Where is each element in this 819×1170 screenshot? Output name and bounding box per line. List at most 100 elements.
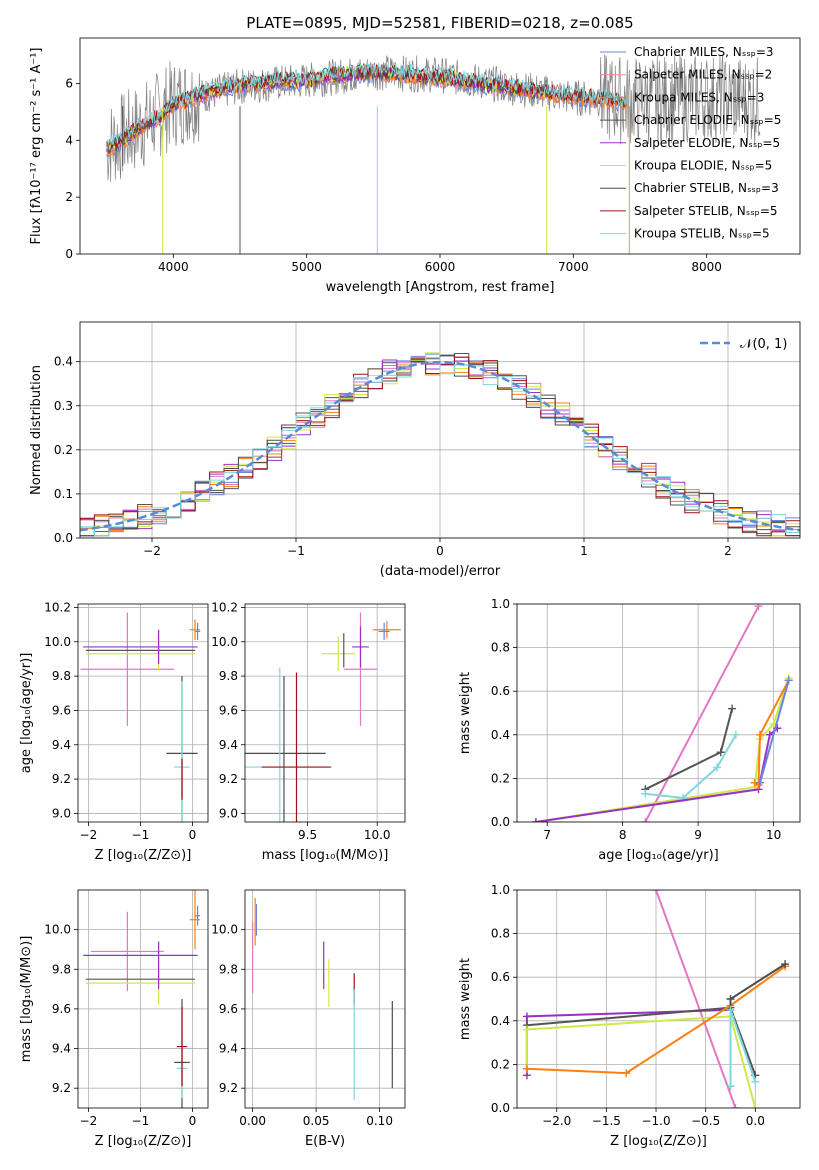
weight-marker (756, 778, 765, 787)
weight-line (525, 1015, 757, 1108)
y-tick-label: 1.0 (491, 883, 510, 897)
x-tick-label: 0.0 (746, 1114, 765, 1128)
x-tick-label: 5000 (291, 260, 322, 274)
weight-line (525, 1008, 731, 1076)
y-axis-label: Flux [fλ10⁻¹⁷ erg cm⁻² s⁻¹ A⁻¹] (29, 48, 44, 245)
weight-marker (716, 748, 725, 757)
weight-line (535, 727, 779, 822)
y-tick-label: 0.6 (491, 684, 510, 698)
axes-frame (77, 603, 209, 823)
y-tick-label: 9.2 (219, 772, 238, 786)
x-tick-label: 0 (189, 1114, 197, 1128)
y-tick-label: 10.2 (44, 600, 71, 614)
y-tick-label: 2 (65, 190, 73, 204)
y-tick-label: 9.0 (52, 806, 71, 820)
weight-marker (751, 1104, 760, 1108)
x-tick-label: −2 (80, 1114, 98, 1128)
weight-marker (522, 1064, 531, 1073)
weight-marker (751, 1077, 760, 1086)
weight-marker (531, 818, 540, 822)
weight-marker (652, 890, 661, 894)
legend-entry: Chabrier ELODIE, Nₛₛₚ=5 (634, 113, 781, 127)
y-tick-label: 0.4 (54, 355, 73, 369)
x-tick-label: 0 (436, 544, 444, 558)
y-axis-label: mass [log₁₀(M/M⊙)] (19, 936, 34, 1063)
y-tick-label: 1.0 (491, 597, 510, 611)
x-tick-label: 1 (580, 544, 588, 558)
y-tick-label: 10.0 (44, 635, 71, 649)
x-tick-label: 9 (694, 828, 702, 842)
y-tick-label: 0.0 (491, 1101, 510, 1115)
y-tick-label: 0.2 (54, 443, 73, 457)
weight-marker (622, 1069, 631, 1078)
legend-entry: Salpeter ELODIE, Nₛₛₚ=5 (634, 136, 780, 150)
y-tick-label: 10.2 (211, 600, 238, 614)
y-tick-label: 9.6 (219, 1002, 238, 1016)
y-tick-label: 0.4 (491, 1014, 510, 1028)
panel-residual-hist: −2 −1 0 1 2 0.0 0.1 0.2 0.3 0.4 (data-model)/error… (29, 321, 801, 579)
x-tick-label: 0.00 (239, 1114, 266, 1128)
panel-mass-vs-ebv: 0.00 0.05 0.10 9.2 9.4 9.6 9.8 10.0 E(B-V) (211, 889, 406, 1149)
y-tick-label: 9.8 (52, 669, 71, 683)
x-tick-label: −2 (143, 544, 161, 558)
y-tick-label: 10.0 (211, 635, 238, 649)
x-tick-label: −1 (132, 1114, 150, 1128)
x-tick-label: −1 (287, 544, 305, 558)
legend-entry: Salpeter MILES, Nₛₛₚ=2 (634, 68, 772, 82)
grid-mass-vs-ebv (245, 890, 405, 1108)
plot-area-age-vs-Z (78, 604, 208, 822)
weight-marker (726, 1005, 735, 1014)
weight-line (754, 679, 790, 787)
x-tick-label: 0.10 (366, 1114, 393, 1128)
y-tick-label: 9.8 (219, 962, 238, 976)
y-axis-label: mass weight (458, 958, 473, 1040)
y-tick-label: 9.4 (52, 738, 71, 752)
y-tick-label: 10.0 (44, 923, 71, 937)
legend-entry: Kroupa ELODIE, Nₛₛₚ=5 (634, 159, 772, 173)
y-tick-label: 9.4 (52, 1042, 71, 1056)
x-tick-label: 7 (543, 828, 551, 842)
histogram-series (80, 356, 800, 538)
x-tick-label: 7000 (558, 260, 589, 274)
plot-area-residual-hist (80, 322, 800, 538)
weight-marker (754, 604, 763, 611)
weight-line (526, 965, 786, 1075)
y-axis-label: Normed distribution (29, 365, 44, 495)
normal-curve (80, 360, 800, 532)
weight-line (644, 605, 760, 822)
weight-marker (522, 1012, 531, 1021)
legend-entry: Kroupa MILES, Nₛₛₚ=3 (634, 90, 764, 104)
plot-area-mass-vs-ebv (245, 890, 405, 1108)
x-tick-label: −2 (80, 828, 98, 842)
weight-line (644, 708, 734, 791)
y-tick-label: 10.0 (211, 923, 238, 937)
panel-massweight-vs-age: 7 8 9 10 0.0 0.2 0.4 0.6 0.8 1.0 age [log₁₀(age/yr… (458, 597, 801, 863)
y-tick-label: 0.8 (491, 641, 510, 655)
weight-marker (756, 730, 765, 739)
y-tick-label: 9.6 (52, 703, 71, 717)
x-axis-label: age [log₁₀(age/yr)] (598, 848, 719, 863)
grid-massweight-vs-age (517, 604, 800, 822)
x-tick-label: 4000 (158, 260, 189, 274)
x-tick-label: 10.0 (364, 828, 391, 842)
weight-marker (641, 818, 650, 822)
y-tick-label: 9.8 (52, 962, 71, 976)
weight-line (759, 680, 790, 784)
weight-marker (726, 995, 735, 1003)
weight-marker (784, 676, 793, 685)
grid-age-vs-Z (78, 604, 208, 822)
x-axis-label: Z [log₁₀(Z/Z⊙)] (610, 1134, 707, 1149)
x-tick-label: 0 (189, 828, 197, 842)
x-tick-label: 8 (619, 828, 627, 842)
weight-marker (728, 704, 737, 713)
y-tick-label: 9.4 (219, 1042, 238, 1056)
x-tick-label: −1.5 (592, 1114, 621, 1128)
legend-entry: Chabrier MILES, Nₛₛₚ=3 (634, 45, 774, 59)
x-axis-label: Z [log₁₀(Z/Z⊙)] (95, 848, 192, 863)
y-tick-label: 9.2 (219, 1081, 238, 1095)
x-axis-label: E(B-V) (305, 1134, 345, 1149)
y-tick-label: 6 (65, 76, 73, 90)
y-tick-label: 0.3 (54, 399, 73, 413)
y-tick-label: 0 (65, 247, 73, 261)
